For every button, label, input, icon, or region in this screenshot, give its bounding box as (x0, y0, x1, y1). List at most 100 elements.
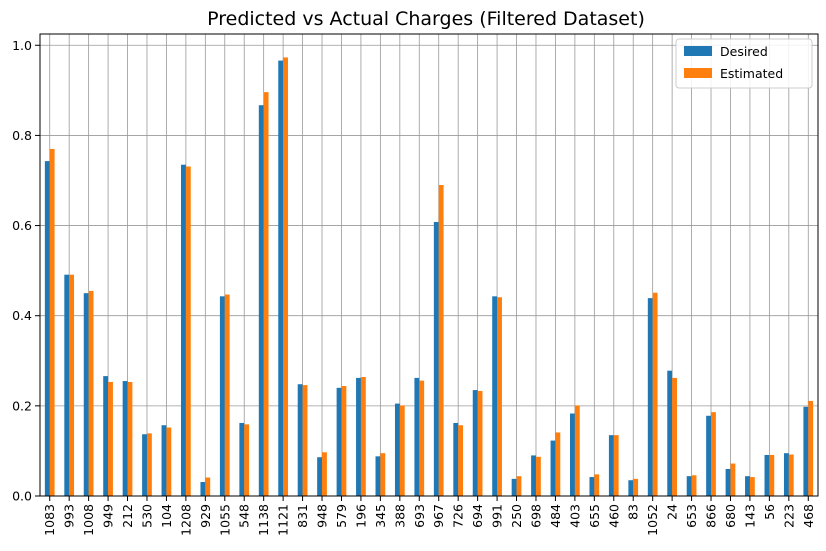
x-tick-label: 1008 (81, 504, 96, 536)
x-tick-label: 1055 (217, 504, 232, 536)
plot-frame (39, 33, 819, 497)
x-tick-label: 56 (762, 504, 777, 520)
bars (44, 57, 814, 497)
bar-estimated (749, 477, 755, 496)
x-tick-label: 726 (451, 504, 466, 528)
legend-swatch-estimated (684, 68, 712, 78)
x-tick-label: 831 (295, 504, 310, 528)
bar-desired (278, 60, 284, 496)
x-tick-label: 991 (490, 504, 505, 528)
bar-estimated (497, 297, 502, 496)
bar-estimated (769, 454, 775, 496)
bar-desired (667, 370, 673, 496)
legend: Desired Estimated (675, 38, 813, 89)
bar-estimated (555, 432, 561, 496)
y-axis: 0.0 0.2 0.4 0.6 0.8 1.0 (12, 38, 40, 504)
bar-desired (783, 453, 789, 496)
x-tick-label: 548 (237, 504, 252, 528)
bar-estimated (69, 274, 75, 496)
x-tick-label: 143 (742, 504, 757, 528)
bar-estimated (205, 477, 211, 496)
bar-desired (764, 454, 770, 496)
bar-estimated (574, 405, 580, 496)
x-tick-label: 949 (101, 504, 116, 528)
bar-desired (317, 457, 323, 496)
bar-desired (686, 476, 692, 496)
x-tick-label: 579 (334, 504, 349, 528)
bar-estimated (438, 184, 444, 496)
bar-desired (356, 377, 361, 496)
bar-desired (745, 476, 750, 496)
y-tick-label: 0.0 (12, 489, 32, 504)
bar-estimated (711, 412, 716, 496)
y-tick-label: 1.0 (12, 38, 32, 53)
y-tick-label: 0.4 (12, 308, 32, 323)
bar-estimated (458, 425, 464, 496)
bar-desired (706, 415, 712, 496)
bar-desired (394, 403, 400, 496)
bar-desired (570, 413, 575, 496)
bar-estimated (633, 478, 639, 496)
bar-estimated (477, 390, 483, 496)
chart-title: Predicted vs Actual Charges (Filtered Da… (207, 8, 645, 30)
x-axis: 1083 993 1008 949 212 530 104 1208 929 1055 548 113… (42, 496, 816, 536)
bar-estimated (730, 463, 736, 496)
x-tick-label: 1138 (256, 504, 271, 536)
bar-desired (161, 425, 167, 496)
x-tick-label: 680 (723, 504, 738, 528)
x-tick-label: 948 (315, 504, 330, 528)
bar-estimated (652, 292, 658, 496)
bar-estimated (360, 377, 366, 496)
bar-desired (142, 434, 147, 496)
legend-label-desired: Desired (720, 44, 768, 59)
bar-estimated (322, 452, 327, 496)
bar-estimated (672, 377, 677, 496)
x-tick-label: 1208 (178, 504, 193, 536)
bar-estimated (185, 166, 191, 496)
bar-estimated (535, 456, 541, 496)
x-tick-label: 345 (373, 504, 388, 528)
bar-desired (725, 468, 731, 496)
y-tick-label: 0.8 (12, 128, 32, 143)
bar-desired (181, 164, 186, 496)
y-tick-label: 0.2 (12, 398, 32, 413)
bar-estimated (691, 475, 697, 496)
bar-desired (219, 296, 225, 496)
bar-desired (83, 293, 89, 496)
x-tick-label: 694 (470, 504, 485, 528)
x-tick-label: 653 (684, 504, 699, 528)
bar-estimated (49, 148, 55, 496)
bar-estimated (224, 294, 230, 496)
x-tick-label: 866 (704, 504, 719, 528)
bar-desired (64, 274, 70, 496)
legend-swatch-desired (684, 46, 712, 56)
bar-estimated (166, 427, 172, 496)
bar-desired (297, 384, 303, 496)
bar-desired (258, 105, 264, 496)
bar-estimated (419, 380, 425, 496)
x-tick-label: 698 (528, 504, 543, 528)
x-tick-label: 388 (392, 504, 407, 528)
bar-estimated (380, 453, 386, 496)
bar-desired (550, 440, 556, 496)
x-tick-label: 196 (353, 504, 368, 528)
bar-estimated (788, 454, 794, 496)
bar-estimated (263, 92, 269, 496)
x-tick-label: 1083 (42, 504, 57, 536)
x-tick-label: 468 (801, 504, 816, 528)
bar-desired (531, 455, 536, 496)
x-tick-label: 1052 (645, 504, 660, 536)
bar-desired (375, 456, 381, 496)
x-tick-label: 212 (120, 504, 135, 528)
bar-desired (414, 377, 420, 496)
x-tick-label: 967 (431, 504, 446, 528)
bar-estimated (516, 476, 522, 496)
x-tick-label: 693 (412, 504, 427, 528)
bar-estimated (283, 57, 288, 496)
bar-desired (589, 477, 595, 496)
bar-desired (472, 390, 478, 496)
bar-desired (336, 387, 342, 496)
bar-estimated (108, 381, 113, 496)
x-tick-label: 24 (665, 504, 680, 520)
